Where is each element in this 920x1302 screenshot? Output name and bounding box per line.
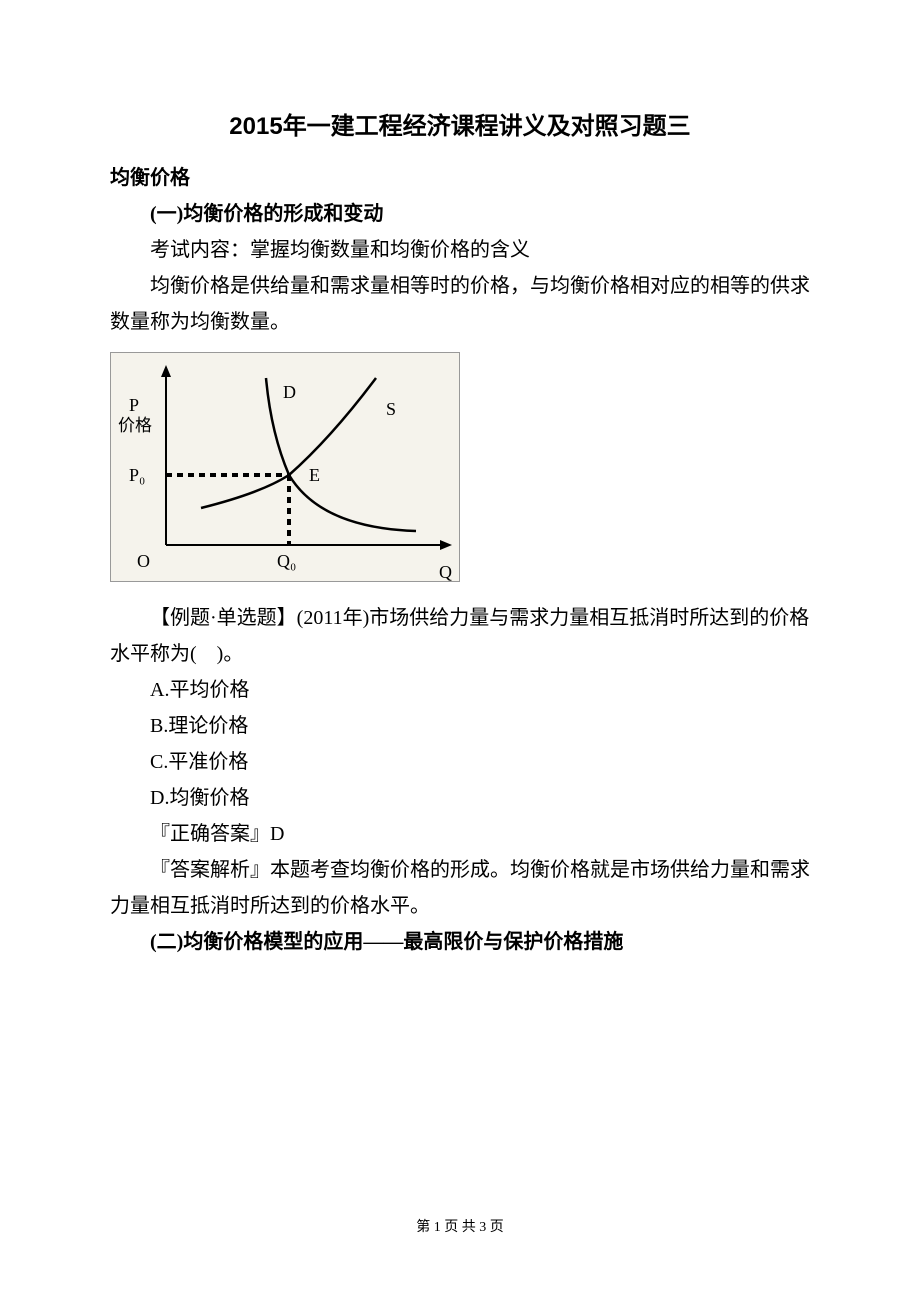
y-axis-arrow — [161, 365, 171, 377]
subsection-1-heading: (一)均衡价格的形成和变动 — [110, 196, 810, 232]
q-label: Q — [439, 562, 452, 582]
subsection-2-heading: (二)均衡价格模型的应用——最高限价与保护价格措施 — [110, 924, 810, 960]
e-label: E — [309, 465, 320, 485]
s-label: S — [386, 399, 396, 419]
chart-svg: P 价格 P₀ O Q₀ Q D S E — [111, 353, 461, 583]
option-d: D.均衡价格 — [110, 780, 810, 816]
p-label: P — [129, 395, 139, 415]
page-footer: 第 1 页 共 3 页 — [0, 1215, 920, 1240]
equilibrium-definition: 均衡价格是供给量和需求量相等时的价格，与均衡价格相对应的相等的供求数量称为均衡数… — [110, 268, 810, 340]
question-stem: 【例题·单选题】(2011年)市场供给力量与需求力量相互抵消时所达到的价格水平称… — [110, 600, 810, 672]
page-title: 2015年一建工程经济课程讲义及对照习题三 — [110, 105, 810, 148]
correct-answer: 『正确答案』D — [110, 816, 810, 852]
answer-explanation: 『答案解析』本题考查均衡价格的形成。均衡价格就是市场供给力量和需求力量相互抵消时… — [110, 852, 810, 924]
main-section-header: 均衡价格 — [110, 160, 810, 196]
q0-label: Q₀ — [277, 551, 296, 571]
exam-content-line: 考试内容：掌握均衡数量和均衡价格的含义 — [110, 232, 810, 268]
option-a: A.平均价格 — [110, 672, 810, 708]
supply-demand-chart: P 价格 P₀ O Q₀ Q D S E — [110, 352, 460, 582]
price-cn-label: 价格 — [118, 416, 152, 435]
option-c: C.平准价格 — [110, 744, 810, 780]
p0-label: P₀ — [129, 465, 145, 485]
x-axis-arrow — [440, 540, 452, 550]
d-label: D — [283, 382, 296, 402]
option-b: B.理论价格 — [110, 708, 810, 744]
origin-label: O — [137, 551, 150, 571]
